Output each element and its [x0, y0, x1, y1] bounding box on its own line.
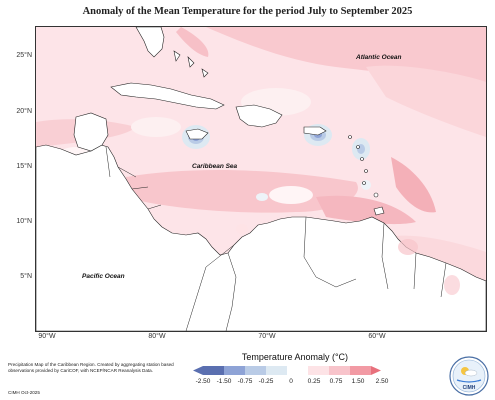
lat-tick-25n: 25°N [16, 52, 32, 59]
lon-tick-80w: 80°W [148, 333, 166, 340]
lat-tick-20n: 20°N [16, 108, 32, 115]
legend-tick: 0 [289, 378, 293, 385]
legend-arrow-warm [371, 366, 381, 375]
lon-tick-70w: 70°W [258, 333, 276, 340]
map-title: Anomaly of the Mean Temperature for the … [82, 6, 413, 17]
legend-swatch [287, 366, 308, 375]
legend-tick: -2.50 [195, 378, 211, 385]
legend-swatch [266, 366, 287, 375]
map-canvas [36, 27, 486, 331]
hispaniola [235, 104, 283, 128]
lat-tick-5n: 5°N [20, 273, 32, 280]
pacific-ocean-label: Pacific Ocean [82, 273, 125, 280]
legend-title: Temperature Anomaly (°C) [241, 352, 349, 362]
legend-swatch [308, 366, 329, 375]
cloud-icon [464, 369, 478, 377]
temperature-anomaly-map [35, 26, 487, 332]
legend-swatch [203, 366, 224, 375]
logo-text: CIMH [463, 385, 476, 391]
legend-tick: 0.25 [307, 378, 321, 385]
legend-tick: 2.50 [375, 378, 389, 385]
lon-tick-90w: 90°W [38, 333, 56, 340]
caribbean-sea-label: Caribbean Sea [192, 163, 238, 170]
legend-swatch [329, 366, 350, 375]
legend-swatch [350, 366, 371, 375]
map-credit: CIMH Oct-2025 [8, 390, 40, 395]
mainland [36, 144, 486, 331]
legend-swatch [224, 366, 245, 375]
legend-tick: 1.50 [351, 378, 365, 385]
atlantic-ocean-label: Atlantic Ocean [356, 54, 402, 61]
legend-ticks: -2.50 -1.50 -0.75 -0.25 0 0.25 0.75 1.50… [180, 378, 410, 388]
legend-swatch [245, 366, 266, 375]
cuba [110, 82, 225, 110]
lat-tick-10n: 10°N [16, 218, 32, 225]
landmasses [36, 27, 486, 331]
legend-tick: -0.25 [258, 378, 274, 385]
legend-arrow-cold [193, 366, 203, 375]
lon-tick-60w: 60°W [368, 333, 386, 340]
legend-colorbar [193, 366, 381, 375]
cimh-logo: CIMH [449, 356, 489, 396]
wave-icon [456, 379, 482, 383]
country-borders [105, 146, 447, 331]
legend-tick: -0.75 [237, 378, 253, 385]
map-footnote: Precipitation Map of the Caribbean Regio… [8, 362, 174, 373]
legend-tick: 0.75 [329, 378, 343, 385]
lat-tick-15n: 15°N [16, 163, 32, 170]
legend-tick: -1.50 [216, 378, 232, 385]
